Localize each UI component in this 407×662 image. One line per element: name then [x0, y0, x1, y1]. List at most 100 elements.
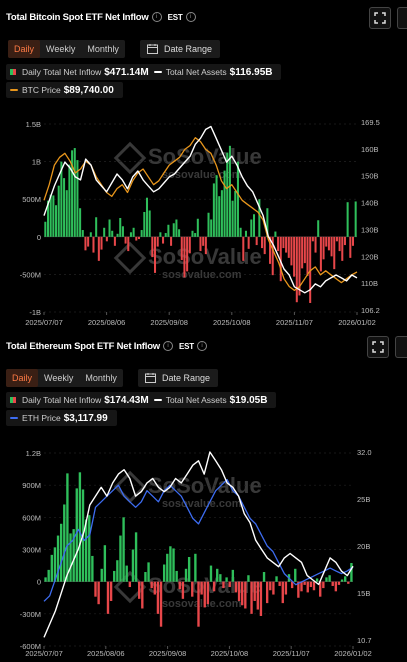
- timezone-badge[interactable]: EST: [167, 13, 183, 22]
- watermark-logo-icon: [113, 141, 147, 175]
- inflow-bar: [81, 230, 84, 237]
- inflow-bar: [303, 581, 306, 585]
- tab-monthly[interactable]: Monthly: [85, 373, 117, 383]
- inflow-bar: [274, 231, 277, 237]
- x-tick: 2025/09/08: [149, 649, 187, 658]
- tab-weekly[interactable]: Weekly: [46, 44, 76, 54]
- legend-assets[interactable]: Total Net Assets $116.95B: [153, 67, 272, 78]
- inflow-bar: [121, 226, 124, 237]
- date-range-button[interactable]: Date Range: [138, 369, 219, 387]
- inflow-bar: [124, 236, 127, 244]
- inflow-bar: [322, 236, 325, 260]
- download-icon[interactable]: [395, 336, 407, 358]
- inflow-bar: [239, 227, 242, 237]
- y-right-tick: 15B: [357, 589, 370, 598]
- inflow-bar: [294, 568, 297, 582]
- inflow-bar: [100, 236, 103, 250]
- inflow-bar: [228, 581, 231, 588]
- inflow-bar: [148, 210, 151, 237]
- inflow-bar: [196, 218, 199, 237]
- legend-inflow-value: $174.43M: [104, 394, 149, 406]
- info-icon[interactable]: i: [151, 12, 162, 23]
- inflow-bar: [334, 581, 338, 592]
- inflow-bar: [282, 236, 285, 249]
- inflow-bar: [159, 232, 162, 237]
- inflow-bar: [175, 570, 178, 582]
- inflow-bar: [250, 581, 253, 614]
- tab-monthly[interactable]: Monthly: [87, 44, 119, 54]
- legend-inflow[interactable]: Daily Total Net Inflow $174.43M: [10, 395, 149, 406]
- inflow-bar: [97, 236, 100, 261]
- legend-inflow-value: $471.14M: [104, 66, 149, 78]
- legend-inflow-label: Daily Total Net Inflow: [22, 67, 102, 77]
- inflow-bar: [298, 236, 301, 296]
- inflow-bar: [341, 236, 344, 261]
- watermark-url: sosovalue.com: [162, 498, 242, 510]
- y-right-tick: 130B: [361, 225, 379, 234]
- legend-price[interactable]: ETH Price $3,117.99: [10, 413, 108, 424]
- inflow-bar: [212, 183, 215, 237]
- timezone-badge[interactable]: EST: [179, 342, 194, 351]
- inflow-bar: [317, 220, 320, 237]
- watermark-url: sosovalue.com: [162, 169, 242, 181]
- inflow-bar: [159, 581, 163, 627]
- y-left-tick: 900M: [22, 481, 41, 490]
- btc-inflow-chart[interactable]: SoSoValuesosovalue.comSoSoValuesosovalue…: [0, 112, 407, 330]
- inflow-bar: [181, 581, 185, 599]
- legend-inflow[interactable]: Daily Total Net Inflow $471.14M: [10, 67, 149, 78]
- inflow-bar: [199, 236, 202, 252]
- inflow-bar: [271, 236, 274, 276]
- date-range-button[interactable]: Date Range: [140, 40, 221, 58]
- inflow-bar: [63, 504, 66, 582]
- fullscreen-icon[interactable]: [369, 7, 391, 29]
- inflow-bar: [351, 236, 354, 246]
- inflow-bar: [350, 563, 353, 582]
- tab-weekly[interactable]: Weekly: [44, 373, 74, 383]
- legend-assets[interactable]: Total Net Assets $19.05B: [153, 395, 267, 406]
- inflow-bar: [293, 236, 296, 277]
- x-tick: 2025/08/06: [87, 649, 125, 658]
- inflow-bar: [180, 236, 183, 261]
- inflow-bar: [285, 236, 288, 253]
- inflow-bar: [119, 218, 122, 237]
- watermark-url: sosovalue.com: [162, 598, 242, 610]
- legend-price-value: $3,117.99: [63, 412, 108, 424]
- inflow-bar: [263, 236, 266, 255]
- inflow-bar: [234, 581, 238, 593]
- inflow-bar: [183, 236, 186, 278]
- info-icon[interactable]: i: [163, 341, 173, 352]
- inflow-bar: [184, 568, 188, 582]
- eth-inflow-chart[interactable]: SoSoValuesosovalue.comSoSoValuesosovalue…: [0, 440, 407, 662]
- legend-price[interactable]: BTC Price $89,740.00: [10, 85, 114, 96]
- inflow-bar: [175, 219, 178, 237]
- inflow-bar: [344, 576, 347, 582]
- download-icon[interactable]: [397, 7, 407, 29]
- inflow-bar: [84, 236, 87, 251]
- inflow-bar: [94, 581, 97, 597]
- info-icon[interactable]: i: [196, 341, 207, 352]
- inflow-bar: [143, 211, 146, 237]
- fullscreen-icon[interactable]: [367, 336, 389, 358]
- inflow-bar: [281, 581, 284, 604]
- x-tick: 2025/09/08: [150, 318, 188, 327]
- y-left-tick: -300M: [20, 610, 41, 619]
- inflow-bar: [236, 161, 239, 237]
- x-tick: 2026/01/02: [334, 649, 372, 658]
- chart-title-text: Total Ethereum Spot ETF Net Inflow: [6, 341, 160, 352]
- inflow-bar: [141, 581, 144, 609]
- inflow-bar: [309, 236, 312, 303]
- inflow-bar: [247, 575, 250, 582]
- inflow-bar: [79, 208, 82, 237]
- inflow-bar: [91, 555, 94, 582]
- inflow-bar: [59, 523, 63, 582]
- inflow-bar: [277, 236, 280, 252]
- tab-daily[interactable]: Daily: [6, 369, 39, 387]
- info-icon[interactable]: i: [185, 12, 196, 23]
- legend-row-2: ETH Price $3,117.99: [6, 410, 117, 426]
- x-tick: 2025/11/07: [273, 649, 310, 658]
- inflow-bar: [95, 217, 98, 237]
- inflow-bar: [166, 553, 169, 582]
- y-right-tick: 110B: [361, 279, 378, 288]
- tab-daily[interactable]: Daily: [8, 40, 41, 58]
- inflow-bar: [333, 236, 336, 270]
